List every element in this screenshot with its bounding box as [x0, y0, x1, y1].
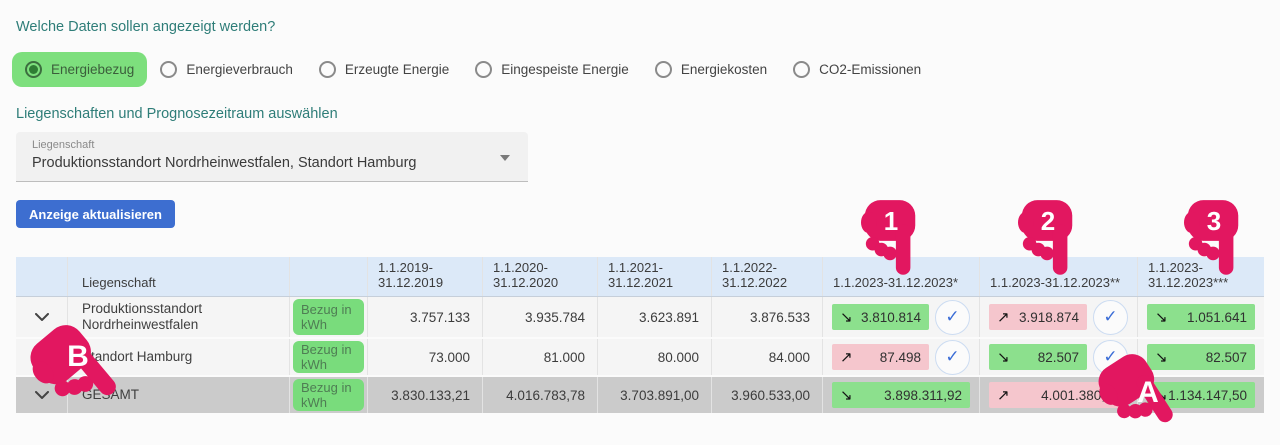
header-forecast-1: 1.1.2023-31.12.2023* [823, 257, 980, 296]
forecast-value: ↘ 1.134.147,50 [1147, 382, 1255, 408]
unit-highlight: Bezug in kWh [293, 379, 364, 411]
forecast-cell: ↘ 1.134.147,50 [1138, 377, 1264, 413]
trend-arrow-icon: ↘ [840, 386, 853, 404]
select-value: Produktionsstandort Nordrheinwestfalen, … [32, 155, 417, 171]
value-cell: 3.960.533,00 [712, 377, 823, 413]
forecast-value: ↗ 87.498 [832, 344, 929, 370]
unit-highlight: Bezug in kWh [293, 299, 364, 335]
confirm-check-button[interactable]: ✓ [935, 339, 970, 375]
value-cell: 81.000 [483, 339, 598, 375]
forecast-value: ↗ 3.918.874 [989, 304, 1087, 330]
header-period-2022: 1.1.2022- 31.12.2022 [712, 257, 823, 296]
row-name: Produktionsstandort Nordrheinwestfalen [82, 301, 203, 332]
caret-down-icon [500, 155, 510, 161]
table-row-total: GESAMT Bezug in kWh 3.830.133,21 4.016.7… [16, 375, 1264, 413]
header-period-2019: 1.1.2019- 31.12.2019 [368, 257, 483, 296]
value-cell: 3.623.891 [598, 297, 712, 337]
radio-co2-emissionen[interactable]: CO2-Emissionen [780, 52, 934, 87]
radio-energiebezug[interactable]: Energiebezug [12, 52, 148, 87]
table-row: Produktionsstandort Nordrheinwestfalen B… [16, 297, 1264, 337]
radio-icon [318, 61, 336, 78]
trend-arrow-icon: ↗ [840, 348, 853, 366]
radio-energieverbrauch[interactable]: Energieverbrauch [147, 52, 306, 87]
forecast-value: ↘ 3.898.311,92 [832, 382, 970, 408]
table-row: Standort Hamburg Bezug in kWh 73.000 81.… [16, 337, 1264, 375]
forecast-value: ↗ 4.001.380,43 [989, 382, 1128, 408]
row-expand-chevron-icon[interactable] [16, 297, 67, 337]
radio-icon [654, 61, 672, 78]
refresh-display-button[interactable]: Anzeige aktualisieren [16, 200, 175, 228]
forecast-cell: ↗ 3.918.874 ✓ [980, 297, 1138, 337]
header-forecast-2: 1.1.2023-31.12.2023** [980, 257, 1138, 296]
radio-erzeugte-energie[interactable]: Erzeugte Energie [306, 52, 462, 87]
annotation-label-3: 3 [1206, 206, 1222, 236]
header-expander-column [16, 257, 68, 296]
header-forecast-3: 1.1.2023- 31.12.2023*** [1148, 260, 1229, 290]
radio-icon [160, 61, 178, 78]
forecast-cell: ↘ 82.507 ✓ [980, 339, 1138, 375]
value-cell: 3.876.533 [712, 297, 823, 337]
forecast-value: ↘ 82.507 [989, 344, 1087, 370]
value-cell: 3.757.133 [368, 297, 483, 337]
trend-arrow-icon: ↗ [997, 308, 1010, 326]
value-cell: 4.016.783,78 [483, 377, 598, 413]
trend-arrow-icon: ↗ [997, 386, 1010, 404]
forecast-value: ↘ 82.507 [1147, 344, 1255, 370]
header-unit-column [290, 257, 368, 296]
select-label: Liegenschaft [32, 139, 95, 151]
confirm-check-button[interactable]: ✓ [1093, 339, 1128, 375]
trend-arrow-icon: ↘ [840, 308, 853, 326]
forecast-cell: ↘ 3.810.814 ✓ [823, 297, 980, 337]
row-expand-chevron-icon[interactable] [16, 339, 67, 375]
value-cell: 3.830.133,21 [368, 377, 483, 413]
forecast-cell: ↗ 87.498 ✓ [823, 339, 980, 375]
unit-highlight: Bezug in kWh [293, 341, 364, 373]
radio-icon [475, 61, 493, 78]
header-liegenschaft: Liegenschaft [68, 257, 290, 296]
annotation-label-1: 1 [883, 206, 899, 236]
trend-arrow-icon: ↘ [1155, 308, 1168, 326]
forecast-value: ↘ 3.810.814 [832, 304, 929, 330]
value-cell: 73.000 [368, 339, 483, 375]
forecast-cell: ↘ 3.898.311,92 [823, 377, 980, 413]
trend-arrow-icon: ↘ [1155, 348, 1168, 366]
radio-selected-icon [25, 61, 42, 78]
forecast-cell: ↘ 82.507 [1138, 339, 1264, 375]
radio-eingespeiste-energie[interactable]: Eingespeiste Energie [462, 52, 642, 87]
liegenschaft-select[interactable]: Liegenschaft Produktionsstandort Nordrhe… [16, 132, 528, 182]
forecast-cell: ↗ 4.001.380,43 [980, 377, 1138, 413]
forecast-value: ↘ 1.051.641 [1147, 304, 1255, 330]
header-period-2020: 1.1.2020- 31.12.2020 [483, 257, 598, 296]
energy-data-table: Liegenschaft 1.1.2019- 31.12.2019 1.1.202… [16, 257, 1264, 413]
radio-energiekosten[interactable]: Energiekosten [642, 52, 780, 87]
annotation-label-2: 2 [1040, 206, 1056, 236]
question-heading: Welche Daten sollen angezeigt werden? [16, 19, 276, 35]
section-heading: Liegenschaften und Prognosezeitraum ausw… [16, 106, 338, 122]
value-cell: 3.935.784 [483, 297, 598, 337]
forecast-cell: ↘ 1.051.641 [1138, 297, 1264, 337]
value-cell: 3.703.891,00 [598, 377, 712, 413]
confirm-check-button[interactable]: ✓ [935, 299, 970, 335]
table-header-row: Liegenschaft 1.1.2019- 31.12.2019 1.1.202… [16, 257, 1264, 297]
row-name: GESAMT [82, 387, 140, 402]
confirm-check-button[interactable]: ✓ [1093, 299, 1128, 335]
row-name: Standort Hamburg [82, 349, 193, 364]
value-cell: 84.000 [712, 339, 823, 375]
row-expand-chevron-icon[interactable] [16, 377, 67, 413]
data-type-radio-group: Energiebezug Energieverbrauch Erzeugte E… [12, 52, 934, 87]
trend-arrow-icon: ↘ [997, 348, 1010, 366]
radio-icon [793, 61, 811, 78]
value-cell: 80.000 [598, 339, 712, 375]
header-period-2021: 1.1.2021- 31.12.2021 [598, 257, 712, 296]
trend-arrow-icon: ↘ [1155, 386, 1168, 404]
